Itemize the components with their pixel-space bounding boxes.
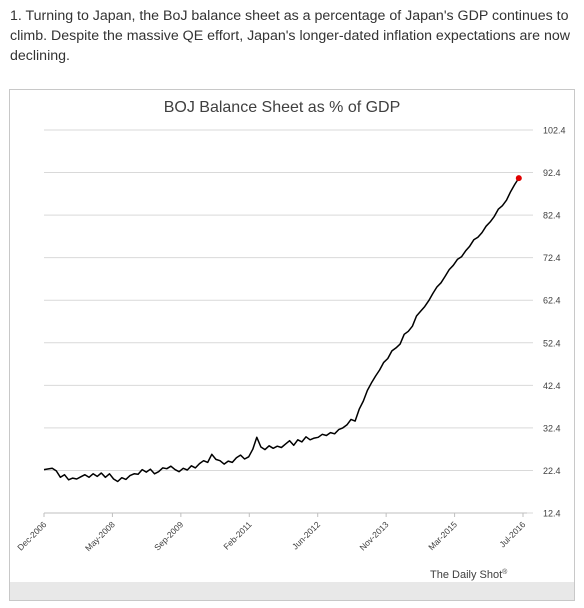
x-tick-label: May-2008 [83, 519, 117, 553]
y-tick-label: 52.4 [543, 338, 561, 348]
y-tick-label: 72.4 [543, 253, 561, 263]
y-tick-label: 32.4 [543, 423, 561, 433]
x-tick-label: Sep-2009 [152, 519, 185, 552]
series-line [43, 177, 520, 483]
x-axis [43, 512, 527, 517]
x-tick-label: Dec-2006 [15, 519, 48, 552]
x-tick-label: Jul-2016 [497, 519, 527, 549]
y-axis-tick-labels: 12.4 22.4 32.4 42.4 52.4 62.4 72.4 82.4 92.4 102.… [543, 126, 566, 519]
chart-frame [9, 89, 575, 601]
y-tick-label: 62.4 [543, 296, 561, 306]
y-tick-label: 22.4 [543, 466, 561, 476]
latest-value-marker [515, 175, 522, 182]
y-tick-label: 82.4 [543, 211, 561, 221]
chart-footer-band [10, 582, 574, 600]
x-axis-tick-labels: Dec-2006 May-2008 Sep-2009 Feb-2011 Jun-2012… [15, 519, 527, 553]
watermark-text: The Daily Shot® [430, 568, 508, 581]
x-tick-label: Nov-2013 [357, 519, 390, 552]
x-tick-label: Jun-2012 [290, 519, 322, 551]
x-tick-label: Feb-2011 [221, 519, 254, 552]
chart-title: BOJ Balance Sheet as % of GDP [164, 99, 401, 116]
y-tick-label: 42.4 [543, 381, 561, 391]
registered-mark: ® [502, 568, 508, 576]
x-tick-label: Mar-2015 [426, 519, 459, 552]
series-layer [43, 175, 522, 483]
grid-lines [44, 129, 533, 514]
y-tick-label: 92.4 [543, 168, 561, 178]
intro-paragraph: 1. Turning to Japan, the BoJ balance she… [10, 8, 570, 64]
y-tick-label: 12.4 [543, 509, 561, 519]
y-tick-label: 102.4 [543, 126, 566, 136]
